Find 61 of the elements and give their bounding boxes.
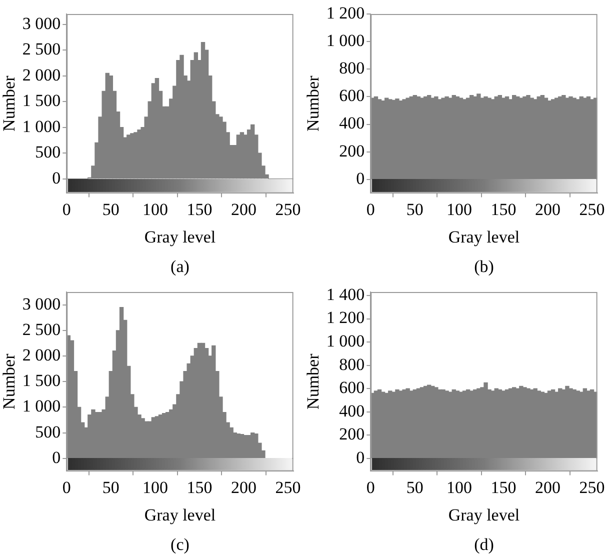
x-tick-label: 100 xyxy=(142,200,168,219)
x-tick-label: 150 xyxy=(186,478,212,497)
x-tick-label: 150 xyxy=(186,200,212,219)
y-tick-label: 800 xyxy=(339,354,365,374)
y-tick-label: 800 xyxy=(339,58,365,78)
y-tick-label: 1 400 xyxy=(326,284,365,304)
x-tick-label: 100 xyxy=(446,478,472,497)
x-axis-title: Gray level xyxy=(448,227,520,246)
y-tick-label: 1 000 xyxy=(326,31,365,50)
y-tick-label: 1 500 xyxy=(22,91,61,110)
y-tick-label: 500 xyxy=(35,142,61,162)
y-tick-label: 1 500 xyxy=(22,371,61,390)
x-tick-label: 100 xyxy=(142,478,168,497)
y-tick-label: 3 000 xyxy=(22,294,61,314)
y-tick-label: 600 xyxy=(339,378,365,398)
x-tick-label: 50 xyxy=(102,200,120,219)
y-tick-label: 500 xyxy=(35,422,61,442)
y-axis-title: Number xyxy=(304,353,323,410)
y-tick-label: 200 xyxy=(339,424,365,444)
x-tick-label: 150 xyxy=(490,478,516,497)
y-axis-title: Number xyxy=(0,75,19,132)
x-tick-label: 250 xyxy=(579,200,605,219)
y-tick-label: 2 000 xyxy=(22,345,61,364)
y-tick-label: 1 200 xyxy=(326,3,365,22)
y-tick-label: 0 xyxy=(52,448,61,467)
y-tick-label: 400 xyxy=(339,401,365,420)
x-tick-label: 250 xyxy=(579,478,605,497)
y-tick-label: 1 000 xyxy=(326,332,365,351)
y-tick-label: 1 000 xyxy=(22,116,61,136)
x-tick-label: 50 xyxy=(406,200,424,219)
x-tick-label: 50 xyxy=(102,478,120,497)
x-tick-label: 200 xyxy=(534,478,560,497)
x-axis-title: Gray level xyxy=(144,505,216,524)
x-tick-label: 250 xyxy=(275,200,301,219)
y-tick-label: 2 500 xyxy=(22,40,61,59)
y-tick-label: 0 xyxy=(52,168,61,188)
x-axis-title: Gray level xyxy=(448,505,520,524)
x-tick-label: 250 xyxy=(275,478,301,497)
y-tick-label: 600 xyxy=(339,86,365,106)
text: (a) xyxy=(170,256,190,276)
y-tick-label: 2 500 xyxy=(22,320,61,339)
text: (b) xyxy=(474,256,494,276)
y-axis-title: Number xyxy=(304,75,323,132)
y-axis-title: Number xyxy=(0,353,19,410)
y-tick-label: 0 xyxy=(356,448,365,467)
y-tick-label: 3 000 xyxy=(22,14,61,33)
y-tick-label: 1 200 xyxy=(326,308,365,328)
y-tick-label: 200 xyxy=(339,141,365,160)
x-tick-label: 200 xyxy=(230,200,256,219)
x-tick-label: 50 xyxy=(406,478,424,497)
x-axis-title: Gray level xyxy=(144,227,216,246)
y-tick-label: 2 000 xyxy=(22,65,61,84)
x-tick-label: 100 xyxy=(446,200,472,219)
y-tick-label: 0 xyxy=(356,168,365,188)
text: (c) xyxy=(170,534,190,554)
x-tick-label: 200 xyxy=(534,200,560,219)
x-tick-label: 200 xyxy=(230,478,256,497)
text: (d) xyxy=(474,534,494,554)
x-tick-label: 150 xyxy=(490,200,516,219)
y-tick-label: 1 000 xyxy=(22,396,61,416)
y-tick-label: 400 xyxy=(339,114,365,133)
